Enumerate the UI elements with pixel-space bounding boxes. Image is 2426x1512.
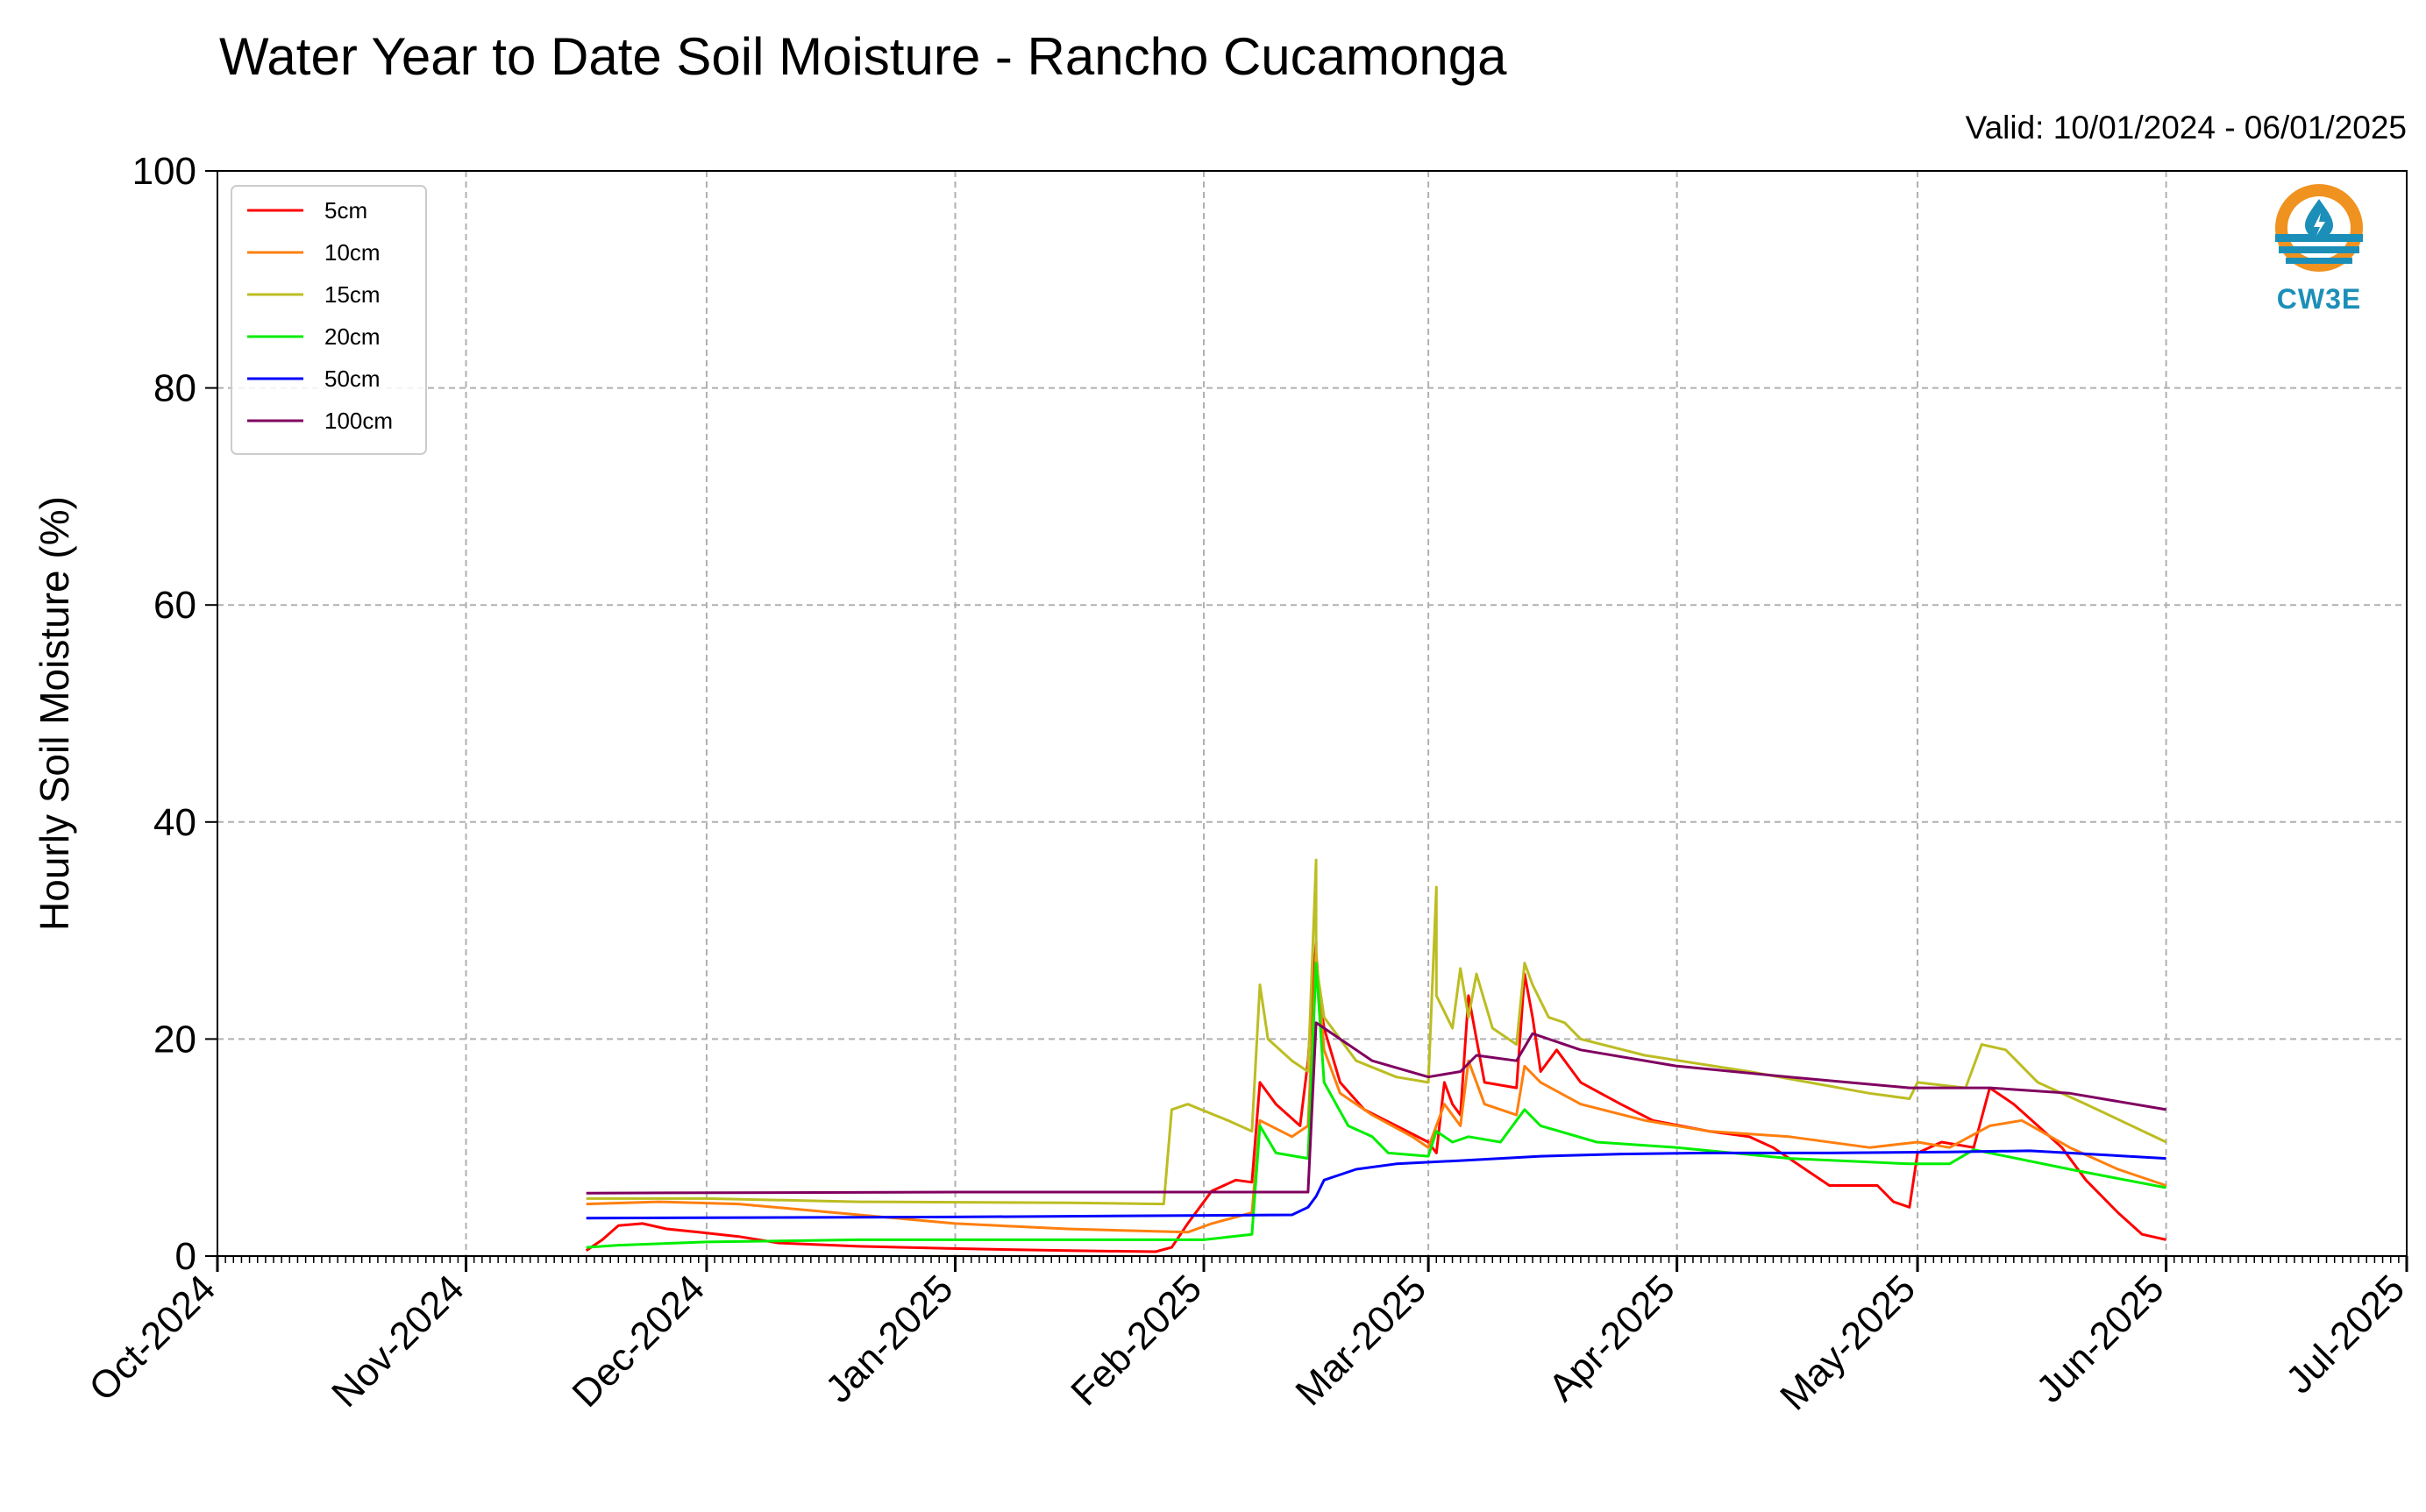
series-lines: [585, 858, 2167, 1253]
y-tick-label: 60: [153, 584, 196, 627]
x-tick-label: Dec-2024: [564, 1267, 713, 1416]
series-line-5cm: [585, 940, 2166, 1253]
legend: 5cm 10cm 15cm 20cm 50cm 100cm: [231, 185, 427, 455]
x-tick-label: May-2025: [1772, 1267, 1924, 1418]
x-tick-label: Mar-2025: [1287, 1267, 1434, 1414]
legend-label-5cm: 5cm: [324, 197, 367, 224]
y-tick-label: 20: [153, 1018, 196, 1061]
legend-label-100cm: 100cm: [324, 408, 393, 434]
cw3e-logo-text: CW3E: [2276, 283, 2362, 315]
y-axis-label: Hourly Soil Moisture (%): [32, 496, 77, 931]
x-tick-label: Jun-2025: [2028, 1267, 2172, 1410]
legend-label-15cm: 15cm: [324, 281, 381, 308]
series-line-10cm: [586, 950, 2167, 1234]
y-tick-label: 80: [153, 367, 196, 410]
legend-label-20cm: 20cm: [324, 323, 381, 350]
x-tick-label: Jan-2025: [817, 1267, 961, 1410]
axis-tick-labels: 0 20 40 60 80 100 Oct-2024 Nov-2024 Dec-2024 Jan-…: [81, 150, 2413, 1418]
plot-frame: [217, 170, 2408, 1257]
cw3e-logo-icon: [2275, 184, 2363, 272]
legend-label-50cm: 50cm: [324, 366, 381, 392]
x-tick-label: Oct-2024: [81, 1267, 224, 1409]
y-tick-label: 0: [175, 1235, 196, 1278]
y-tick-label: 100: [132, 150, 196, 193]
series-line-100cm: [586, 1021, 2166, 1195]
series-line-15cm: [586, 858, 2167, 1206]
x-tick-label: Jul-2025: [2278, 1267, 2413, 1402]
series-line-20cm: [586, 962, 2166, 1249]
x-tick-label: Nov-2024: [324, 1267, 473, 1416]
legend-label-10cm: 10cm: [324, 239, 381, 266]
cw3e-logo: CW3E: [2266, 180, 2372, 320]
valid-date-range: Valid: 10/01/2024 - 06/01/2025: [1965, 110, 2407, 146]
chart-title: Water Year to Date Soil Moisture - Ranch…: [219, 27, 1507, 86]
y-tick-label: 40: [153, 801, 196, 844]
x-tick-label: Apr-2025: [1540, 1267, 1683, 1409]
series-line-50cm: [586, 1149, 2166, 1220]
x-tick-label: Feb-2025: [1063, 1267, 1210, 1414]
axis-ticks: [205, 170, 2408, 1272]
